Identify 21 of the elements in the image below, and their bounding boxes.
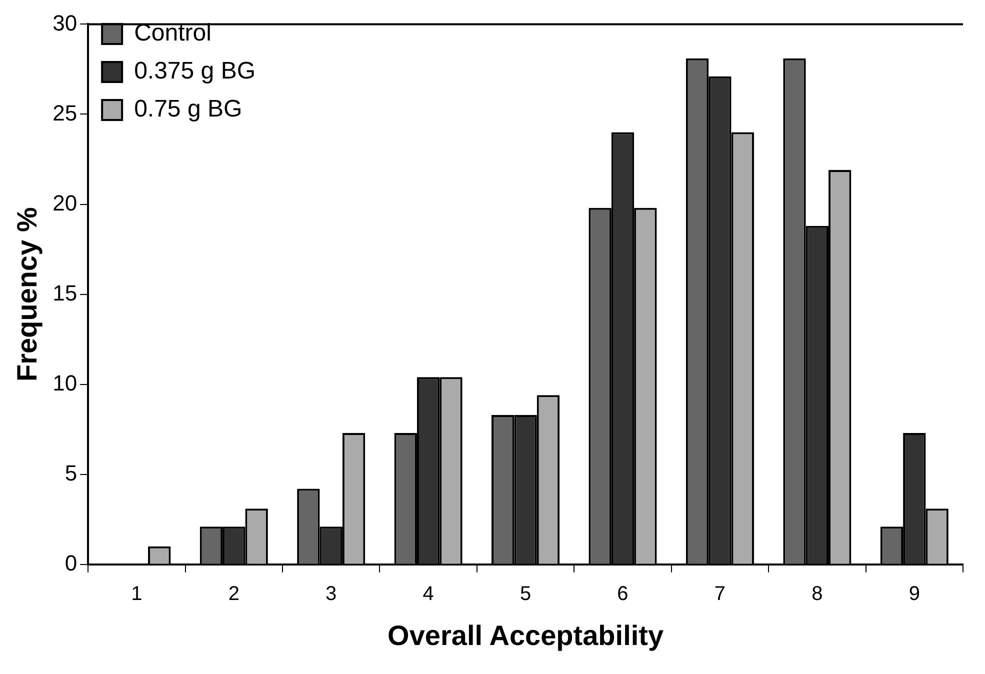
x-tick-label: 4: [422, 582, 434, 605]
legend-label: 0.375 g BG: [134, 58, 256, 85]
y-tick-label: 5: [64, 460, 78, 486]
y-tick-label: 20: [52, 190, 78, 216]
y-tick-label: 0: [64, 550, 78, 576]
x-axis-title: Overall Acceptability: [388, 620, 664, 651]
x-tick-label: 8: [812, 582, 823, 605]
x-tick-label: 7: [714, 582, 726, 605]
y-tick-label: 30: [52, 10, 78, 36]
y-tick-label: 10: [52, 370, 78, 396]
y-tick-label: 25: [52, 100, 78, 126]
x-tick-label: 3: [326, 582, 337, 605]
x-tick-label: 2: [228, 582, 240, 605]
x-tick-label: 9: [908, 582, 920, 605]
y-tick-label: 15: [52, 280, 78, 306]
legend-label: 0.75 g BG: [134, 96, 242, 123]
legend-label: Control: [134, 20, 212, 47]
x-tick-label: 6: [617, 582, 628, 605]
x-tick-label: 1: [131, 582, 142, 605]
x-tick-label: 5: [520, 582, 532, 605]
y-axis-title: Frequency %: [12, 207, 43, 382]
